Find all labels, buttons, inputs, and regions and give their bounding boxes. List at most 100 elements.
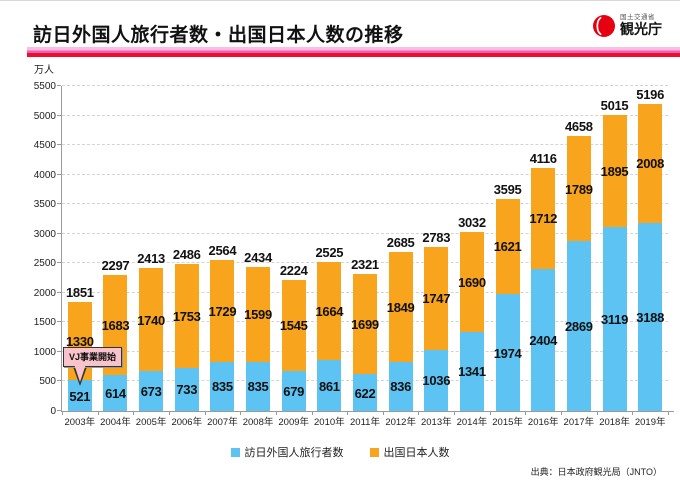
x-tick-mark (168, 412, 170, 415)
x-tick-label: 2016年 (527, 417, 559, 428)
x-tick-mark (489, 412, 491, 415)
departures-segment-label: 1664 (315, 303, 344, 319)
y-tick-mark (57, 114, 61, 116)
visitors-segment-label: 836 (390, 379, 412, 395)
total-label: 2525 (315, 244, 344, 260)
legend-item: 出国日本人数 (369, 444, 450, 460)
gridline (62, 203, 668, 205)
y-tick-mark (57, 203, 61, 205)
x-tick-label: 2004年 (100, 417, 131, 428)
y-tick-label: 1000 (33, 346, 56, 358)
x-tick-mark (561, 412, 563, 415)
y-tick-label: 0 (50, 406, 56, 417)
departures-segment-label: 1330 (65, 333, 94, 349)
x-axis-line (61, 411, 674, 412)
bar-segment-visitors (531, 268, 556, 411)
legend-swatch-departures (369, 447, 379, 457)
total-label: 1851 (65, 284, 94, 300)
y-tick-mark (57, 350, 61, 352)
departures-segment-label: 1699 (351, 317, 379, 333)
visitors-segment-label: 3188 (636, 309, 665, 325)
x-tick-mark (62, 412, 63, 415)
bar-segment-visitors (210, 361, 235, 411)
y-tick-mark (57, 410, 61, 411)
visitors-segment-label: 679 (283, 383, 305, 399)
bar-segment-departures (246, 267, 271, 362)
total-label: 2413 (137, 251, 165, 267)
x-tick-mark (311, 412, 313, 415)
departures-segment-label: 1690 (458, 274, 486, 290)
total-label: 2685 (386, 235, 415, 251)
legend-label: 訪日外国人旅行者数 (244, 447, 344, 459)
visitors-segment-label: 733 (176, 382, 198, 398)
total-label: 5196 (636, 86, 665, 102)
source-note: 出典：日本政府観光局（JNTO） (530, 467, 662, 477)
y-tick-label: 3000 (33, 228, 56, 240)
total-label: 2564 (208, 242, 237, 258)
x-tick-label: 2012年 (385, 417, 416, 428)
x-tick-mark (275, 412, 277, 415)
x-tick-label: 2014年 (456, 417, 488, 428)
jta-logo: 国土交通省 観光庁 (592, 14, 662, 38)
title-underline (27, 47, 680, 57)
departures-segment-label: 1545 (279, 318, 308, 334)
gridline (62, 85, 668, 86)
bar-segment-visitors (566, 241, 591, 411)
visitors-segment-label: 614 (105, 385, 126, 401)
bar-segment-departures (281, 279, 306, 371)
bar-segment-visitors (424, 349, 449, 411)
bar-segment-departures (139, 268, 164, 372)
x-tick-label: 2013年 (420, 417, 452, 428)
plot-area: 0 500 1000 1500 2000 2500 3000 3500 4000 4500 5000… (34, 81, 674, 428)
bar-segment-visitors (602, 226, 627, 411)
legend: 訪日外国人旅行者数 出国日本人数 (0, 444, 680, 460)
total-label: 2297 (101, 258, 130, 274)
bar-segment-visitors (139, 371, 164, 411)
y-tick-label: 500 (39, 376, 56, 388)
bar-segment-visitors (353, 374, 377, 411)
y-tick-mark (57, 321, 61, 323)
bar-segment-visitors (103, 374, 128, 411)
bar-segment-visitors (317, 360, 342, 411)
bar-segment-departures (495, 198, 520, 295)
visitors-segment-label: 1974 (493, 345, 522, 361)
gridline (62, 144, 668, 146)
logo-agency-label: 観光庁 (620, 21, 662, 38)
visitors-segment-label: 861 (318, 378, 340, 394)
x-tick-label: 2008年 (242, 417, 274, 428)
departures-segment-label: 1849 (386, 299, 415, 315)
y-tick-label: 2500 (33, 258, 56, 270)
bar-segment-departures (531, 167, 556, 269)
visitors-segment-label: 1341 (458, 364, 486, 380)
departures-segment-label: 1621 (493, 239, 522, 255)
visitors-segment-label: 1036 (422, 373, 451, 389)
visitors-segment-label: 2869 (565, 319, 593, 335)
x-tick-label: 2015年 (492, 417, 523, 428)
x-tick-mark (240, 412, 242, 415)
x-tick-mark (133, 412, 135, 415)
y-tick-label: 5500 (33, 81, 56, 92)
departures-segment-label: 1712 (529, 211, 558, 227)
bar-segment-departures (459, 231, 484, 332)
departures-segment-label: 1753 (172, 308, 201, 324)
x-tick-mark (382, 412, 384, 415)
x-tick-mark (596, 412, 598, 415)
bar-segment-departures (353, 273, 377, 375)
x-tick-mark (97, 412, 99, 415)
visitors-segment-label: 622 (354, 385, 376, 401)
y-tick-label: 2000 (33, 287, 56, 299)
y-tick-mark (57, 262, 61, 264)
y-tick-label: 1500 (33, 317, 56, 329)
vj-annotation-callout: VJ事業開始 (63, 347, 123, 367)
total-label: 4116 (529, 150, 557, 166)
page-title: 訪日外国人旅行者数・出国日本人数の推移 (33, 25, 404, 46)
bar-segment-departures (210, 259, 235, 362)
y-tick-mark (57, 144, 61, 146)
total-label: 2321 (351, 256, 379, 272)
bar-segment-departures (566, 135, 591, 242)
visitors-segment-label: 673 (140, 384, 162, 400)
departures-segment-label: 1895 (600, 163, 629, 179)
legend-item: 訪日外国人旅行者数 (230, 444, 344, 460)
y-tick-mark (57, 85, 61, 86)
